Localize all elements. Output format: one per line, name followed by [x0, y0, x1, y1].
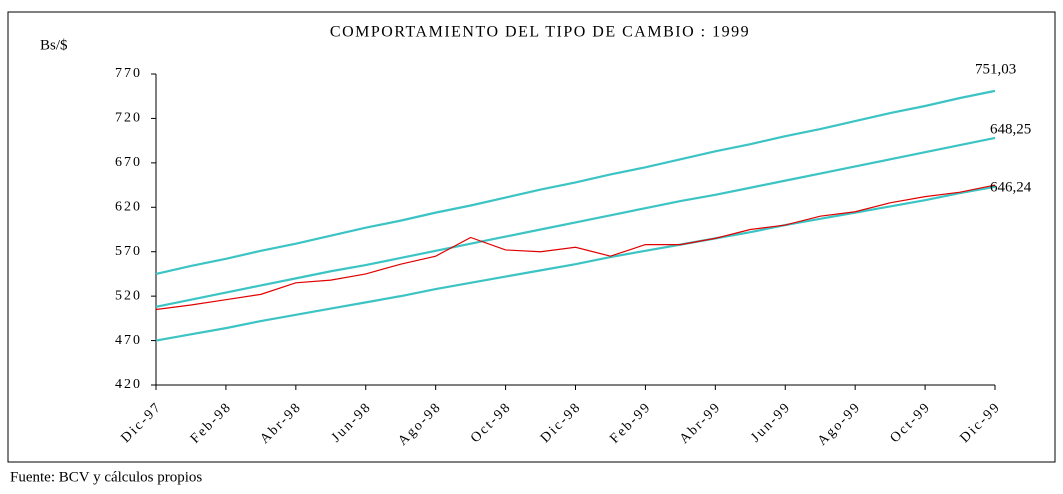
- x-tick-label: Dic-99: [958, 399, 1005, 446]
- series-line: [155, 185, 996, 342]
- y-tick-label: 470: [115, 333, 142, 348]
- x-tick-label: Abr-99: [677, 399, 724, 446]
- y-axis-label: Bs/$: [40, 37, 68, 53]
- y-tick-label: 720: [115, 111, 142, 126]
- y-tick-label: 770: [115, 66, 142, 81]
- x-tick-label: Dic-97: [119, 399, 166, 446]
- x-tick-label: Ago-98: [395, 399, 444, 448]
- annotation: 648,25: [990, 121, 1031, 137]
- x-tick-label: Feb-99: [607, 399, 654, 446]
- y-tick-label: 670: [115, 155, 142, 170]
- x-tick-label: Jun-98: [329, 399, 375, 445]
- y-tick-label: 620: [115, 200, 142, 215]
- series-line: [155, 184, 996, 311]
- x-tick-label: Jun-99: [748, 399, 794, 445]
- annotation: 751,03: [975, 61, 1016, 77]
- chart-title: COMPORTAMIENTO DEL TIPO DE CAMBIO : 1999: [330, 24, 750, 41]
- y-tick-label: 420: [115, 377, 142, 392]
- x-tick-label: Abr-98: [257, 399, 304, 446]
- y-tick-label: 570: [115, 244, 142, 259]
- chart-border: [7, 11, 1056, 463]
- source: Fuente: BCV y cálculos propios: [10, 469, 202, 485]
- x-tick-label: Oct-99: [888, 399, 935, 446]
- x-tick-label: Feb-98: [188, 399, 235, 446]
- x-tick-label: Oct-98: [468, 399, 515, 446]
- x-tick-label: Ago-99: [815, 399, 864, 448]
- y-tick-label: 520: [115, 288, 142, 303]
- x-tick-label: Dic-98: [538, 399, 585, 446]
- series-line: [155, 89, 996, 276]
- annotation: 646,24: [990, 179, 1032, 195]
- series-line: [155, 136, 996, 308]
